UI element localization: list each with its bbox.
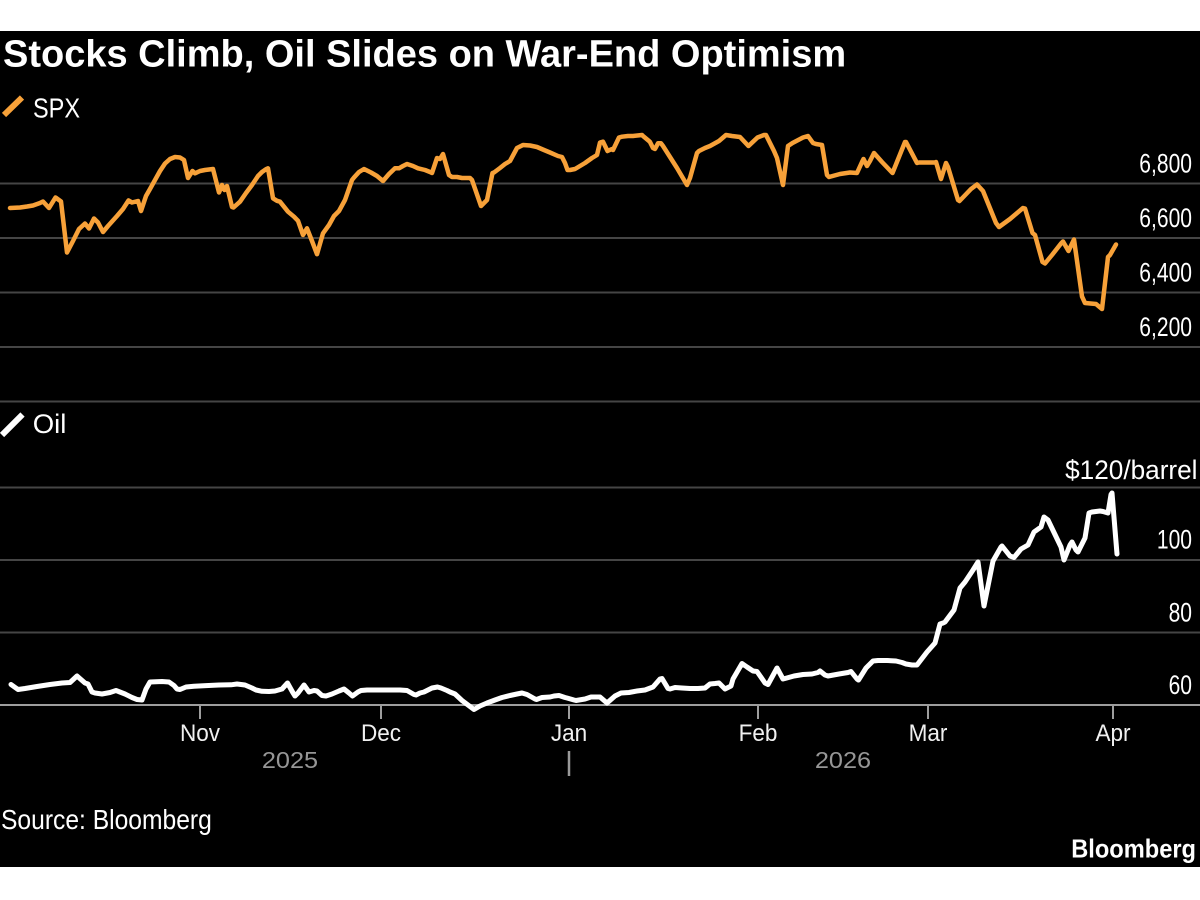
- svg-text:Bloomberg: Bloomberg: [1071, 836, 1196, 864]
- svg-text:SPX: SPX: [33, 94, 80, 124]
- svg-text:6,800: 6,800: [1139, 149, 1192, 179]
- svg-text:Dec: Dec: [361, 719, 401, 746]
- svg-text:Source: Bloomberg: Source: Bloomberg: [1, 804, 212, 836]
- svg-text:2025: 2025: [262, 748, 318, 774]
- svg-text:6,400: 6,400: [1139, 258, 1192, 288]
- svg-text:Apr: Apr: [1095, 719, 1130, 746]
- svg-text:Mar: Mar: [909, 719, 948, 746]
- svg-text:Oil: Oil: [33, 408, 67, 439]
- svg-text:80: 80: [1169, 598, 1192, 628]
- svg-text:$120/barrel: $120/barrel: [1065, 455, 1197, 485]
- svg-text:2026: 2026: [815, 748, 871, 774]
- svg-text:Stocks Climb, Oil Slides on Wa: Stocks Climb, Oil Slides on War-End Opti…: [3, 34, 846, 76]
- svg-text:6,200: 6,200: [1139, 313, 1192, 343]
- svg-text:6,600: 6,600: [1139, 204, 1192, 234]
- svg-text:Feb: Feb: [739, 719, 778, 746]
- svg-text:Nov: Nov: [180, 719, 220, 746]
- svg-text:100: 100: [1157, 525, 1192, 555]
- svg-text:60: 60: [1169, 671, 1192, 701]
- svg-text:Jan: Jan: [551, 719, 587, 746]
